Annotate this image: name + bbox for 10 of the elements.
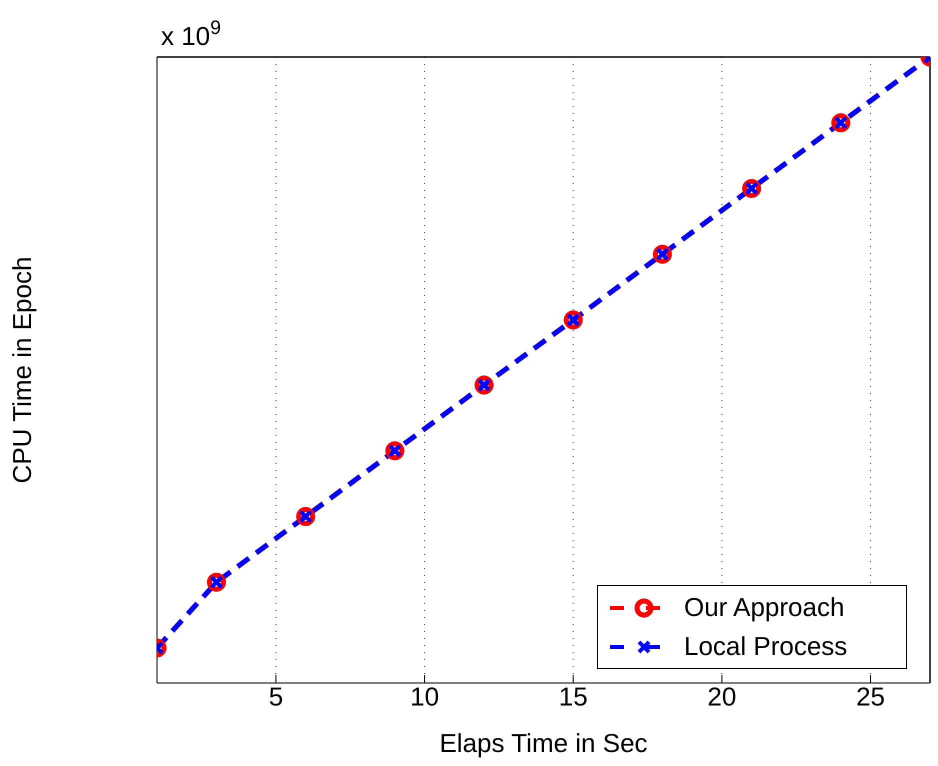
x-tick-label: 20 — [707, 681, 736, 712]
x-tick-label: 5 — [268, 681, 284, 712]
x-tick-label: 10 — [410, 681, 440, 712]
legend-label: Local Process — [684, 631, 848, 662]
legend-label: Our Approach — [684, 592, 844, 623]
x-tick-label: 25 — [856, 681, 885, 712]
x-tick-label: 15 — [558, 681, 588, 712]
y-axis-title: CPU Time in Epoch — [7, 256, 38, 484]
text: x 10$^{9}$ — [161, 17, 222, 51]
x-axis-title: Elaps Time in Sec — [439, 728, 648, 758]
